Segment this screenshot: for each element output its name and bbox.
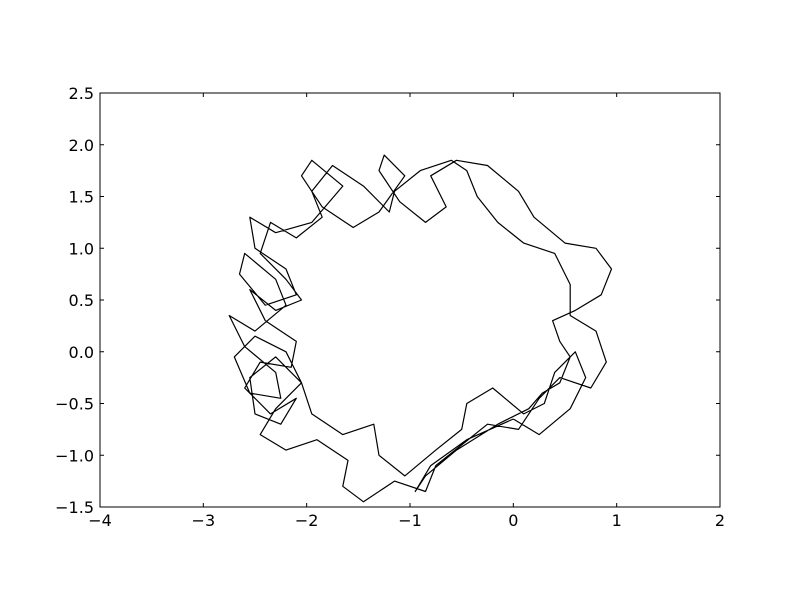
y-tick-label: 2.0 (69, 136, 94, 155)
y-tick-label: 0.5 (69, 291, 94, 310)
x-tick-label: −4 (88, 511, 112, 530)
x-tick-label: −1 (398, 511, 422, 530)
x-tick-label: 1 (612, 511, 622, 530)
plot-frame (99, 92, 721, 508)
y-tick-label: 1.0 (69, 239, 94, 258)
y-tick-label: −1.0 (55, 446, 94, 465)
tick-layer: −4 −3 −2 −1 0 1 2 −1.5 −1.0 −0.5 0.0 0.5 1.0 1.5 2.0 2.… (55, 84, 725, 530)
y-tick-label: 0.0 (69, 343, 94, 362)
x-tick-label: 0 (508, 511, 518, 530)
x-tick-label: −3 (192, 511, 216, 530)
curve-layer (228, 154, 613, 503)
y-tick-label: 2.5 (69, 84, 94, 103)
x-tick-label: 2 (715, 511, 725, 530)
y-tick-label: −1.5 (55, 498, 94, 517)
y-tick-label: −0.5 (55, 395, 94, 414)
x-tick-label: −2 (295, 511, 319, 530)
y-tick-label: 1.5 (69, 188, 94, 207)
series-line-0 (228, 154, 613, 503)
